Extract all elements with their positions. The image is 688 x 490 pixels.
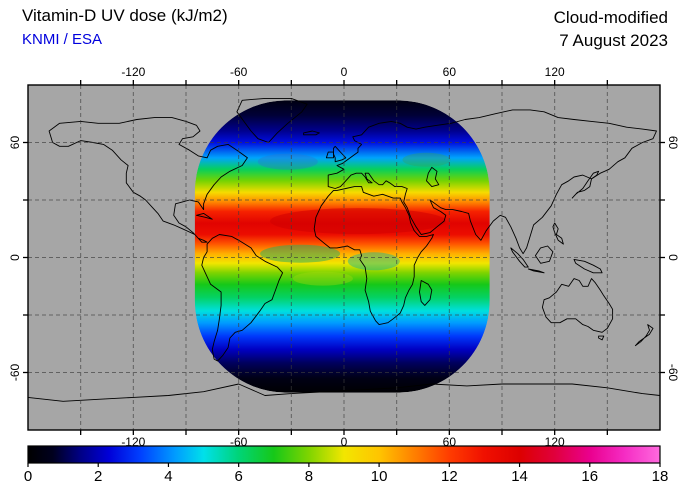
lat-tick-label-left: 0 (8, 254, 22, 261)
lat-tick-label-right: 0 (666, 254, 680, 261)
colorbar (27, 445, 661, 464)
lon-tick-label-top: 60 (443, 65, 457, 79)
lat-tick-label-left: -60 (8, 364, 22, 382)
colorbar-ticks (27, 463, 661, 467)
lat-tick-label-right: 60 (666, 136, 680, 150)
colorbar-tick-label: 12 (441, 468, 458, 485)
lon-tick-label-top: 0 (341, 65, 348, 79)
header-right: Cloud-modified 7 August 2023 (554, 6, 668, 52)
colorbar-tick-label: 8 (305, 468, 313, 485)
lat-tick-label-left: 60 (8, 136, 22, 150)
lon-tick-label-top: -60 (230, 65, 248, 79)
uv-dose-swath (194, 100, 490, 393)
axis-ticks (23, 80, 665, 435)
lat-tick-label-right: -60 (666, 364, 680, 382)
colorbar-tick-label: 4 (164, 468, 172, 485)
lon-tick-label-top: 120 (545, 65, 565, 79)
colorbar-tick-label: 16 (581, 468, 598, 485)
colorbar-tick-label: 0 (24, 468, 32, 485)
colorbar-tick-label: 6 (234, 468, 242, 485)
chart-title: Vitamin-D UV dose (kJ/m2) (22, 6, 228, 25)
coastlines (27, 97, 661, 402)
graticule (28, 85, 660, 430)
colorbar-tick-label: 14 (511, 468, 528, 485)
colorbar-tick-label: 18 (652, 468, 669, 485)
credit-label: KNMI / ESA (22, 31, 103, 48)
lon-tick-label-bottom: 0 (341, 435, 348, 449)
mode-label: Cloud-modified (553, 8, 668, 27)
colorbar-tick-label: 2 (94, 468, 102, 485)
colorbar-tick-label: 10 (371, 468, 388, 485)
date-label: 7 August 2023 (559, 31, 668, 50)
lon-tick-label-top: -120 (121, 65, 145, 79)
